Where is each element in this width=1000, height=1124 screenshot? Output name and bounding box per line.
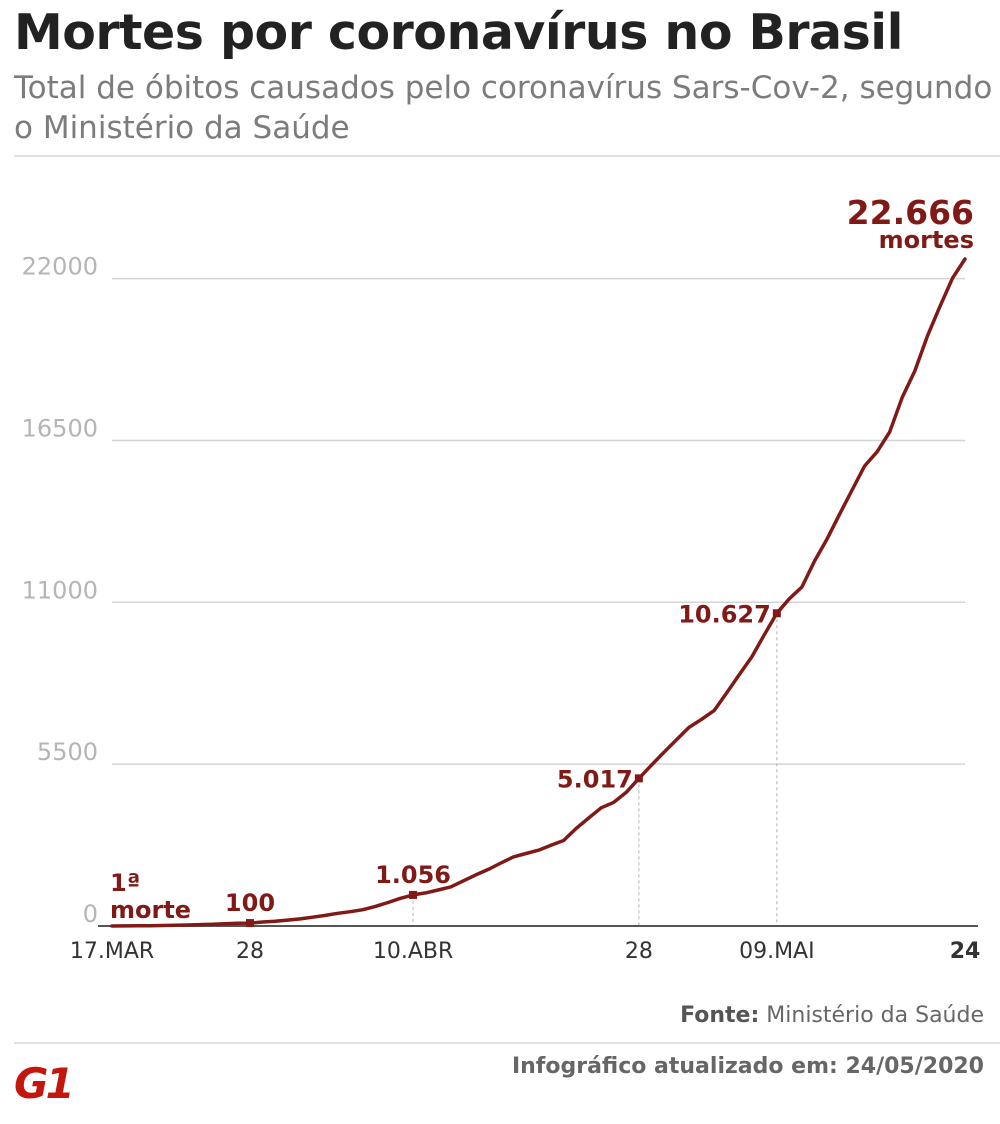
- series-line: [110, 257, 967, 928]
- annotation-label: 10.627: [678, 600, 771, 628]
- source-note: Fonte: Ministério da Saúde: [680, 1003, 984, 1028]
- x-tick-label: 28: [625, 939, 653, 964]
- annotation-marker: [245, 919, 254, 928]
- line-chart: 0 5500 11000 16500 22000 17.MAR 28 10.ABR 28 09.…: [22, 193, 981, 964]
- x-tick-label: 10.ABR: [373, 939, 453, 964]
- footer-divider: [14, 1042, 1000, 1044]
- guide-lines: [412, 613, 778, 926]
- source-name: Ministério da Saúde: [766, 1003, 984, 1028]
- chart-subtitle: Total de óbitos causados pelo coronavíru…: [14, 70, 993, 146]
- annotation-first-death-label: 1ª: [110, 869, 140, 897]
- x-tick-label: 09.MAI: [739, 939, 815, 964]
- x-axis-ticks: 17.MAR 28 10.ABR 28 09.MAI 24: [70, 939, 980, 964]
- header-divider: [14, 155, 1000, 157]
- annotation-label: 1.056: [375, 861, 451, 889]
- y-tick-label: 16500: [22, 414, 98, 442]
- update-note: Infográfico atualizado em: 24/05/2020: [511, 1054, 984, 1079]
- y-tick-label: 22000: [22, 253, 98, 281]
- y-tick-label: 5500: [37, 738, 98, 766]
- series-line-layer: [110, 257, 967, 928]
- annotation-marker: [634, 774, 643, 783]
- chart-title: Mortes por coronavírus no Brasil: [14, 4, 903, 61]
- annotation-label: 5.017: [557, 765, 633, 793]
- final-unit-label: mortes: [879, 226, 974, 254]
- grid-layer: [112, 277, 965, 765]
- y-tick-label: 0: [83, 900, 98, 928]
- annotation-label: 100: [225, 889, 275, 917]
- final-value-label: 22.666: [847, 193, 974, 232]
- annotation-marker: [772, 609, 781, 618]
- source-label: Fonte:: [680, 1003, 760, 1028]
- x-tick-label: 24: [950, 939, 981, 964]
- x-tick-label: 28: [236, 939, 264, 964]
- annotation-first-death-label: morte: [110, 896, 191, 924]
- g1-logo-text: G1: [14, 1060, 72, 1102]
- annotation-marker: [409, 890, 418, 899]
- y-axis-labels: 0 5500 11000 16500 22000: [22, 253, 98, 928]
- x-tick-label: 17.MAR: [70, 939, 154, 964]
- y-tick-label: 11000: [22, 576, 98, 604]
- g1-logo: G1: [14, 1060, 75, 1102]
